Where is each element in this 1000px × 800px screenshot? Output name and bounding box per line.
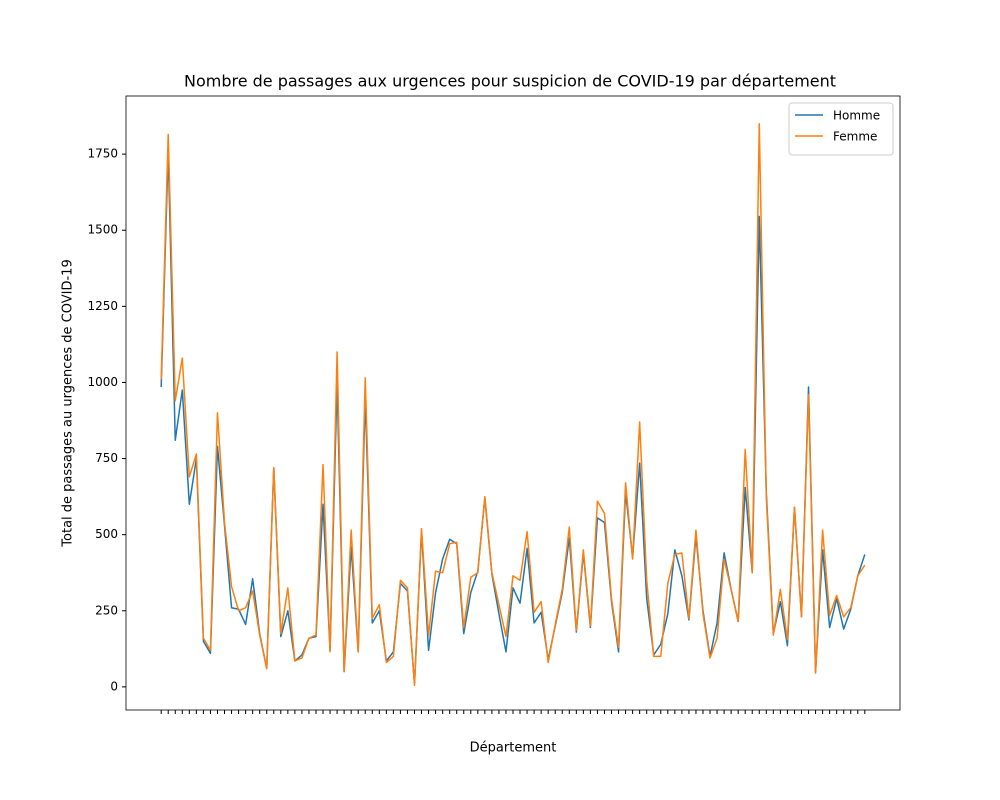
- y-tick-label: 1250: [87, 299, 118, 313]
- y-tick-label: 0: [110, 679, 118, 693]
- legend-label: Femme: [833, 130, 877, 144]
- y-tick-label: 1000: [87, 375, 118, 389]
- y-tick-label: 1500: [87, 223, 118, 237]
- x-axis-label: Département: [470, 741, 557, 756]
- y-tick-label: 1750: [87, 147, 118, 161]
- y-tick-label: 250: [95, 603, 118, 617]
- chart-title: Nombre de passages aux urgences pour sus…: [184, 72, 836, 91]
- y-tick-label: 750: [95, 451, 118, 465]
- plot-frame: [125, 95, 901, 711]
- legend-box: [788, 102, 894, 156]
- data-line: [160, 122, 866, 687]
- y-tick-label: 500: [95, 527, 118, 541]
- y-axis-label: Total de passages au urgences de COVID-1…: [61, 259, 76, 547]
- legend-label: Homme: [833, 109, 880, 123]
